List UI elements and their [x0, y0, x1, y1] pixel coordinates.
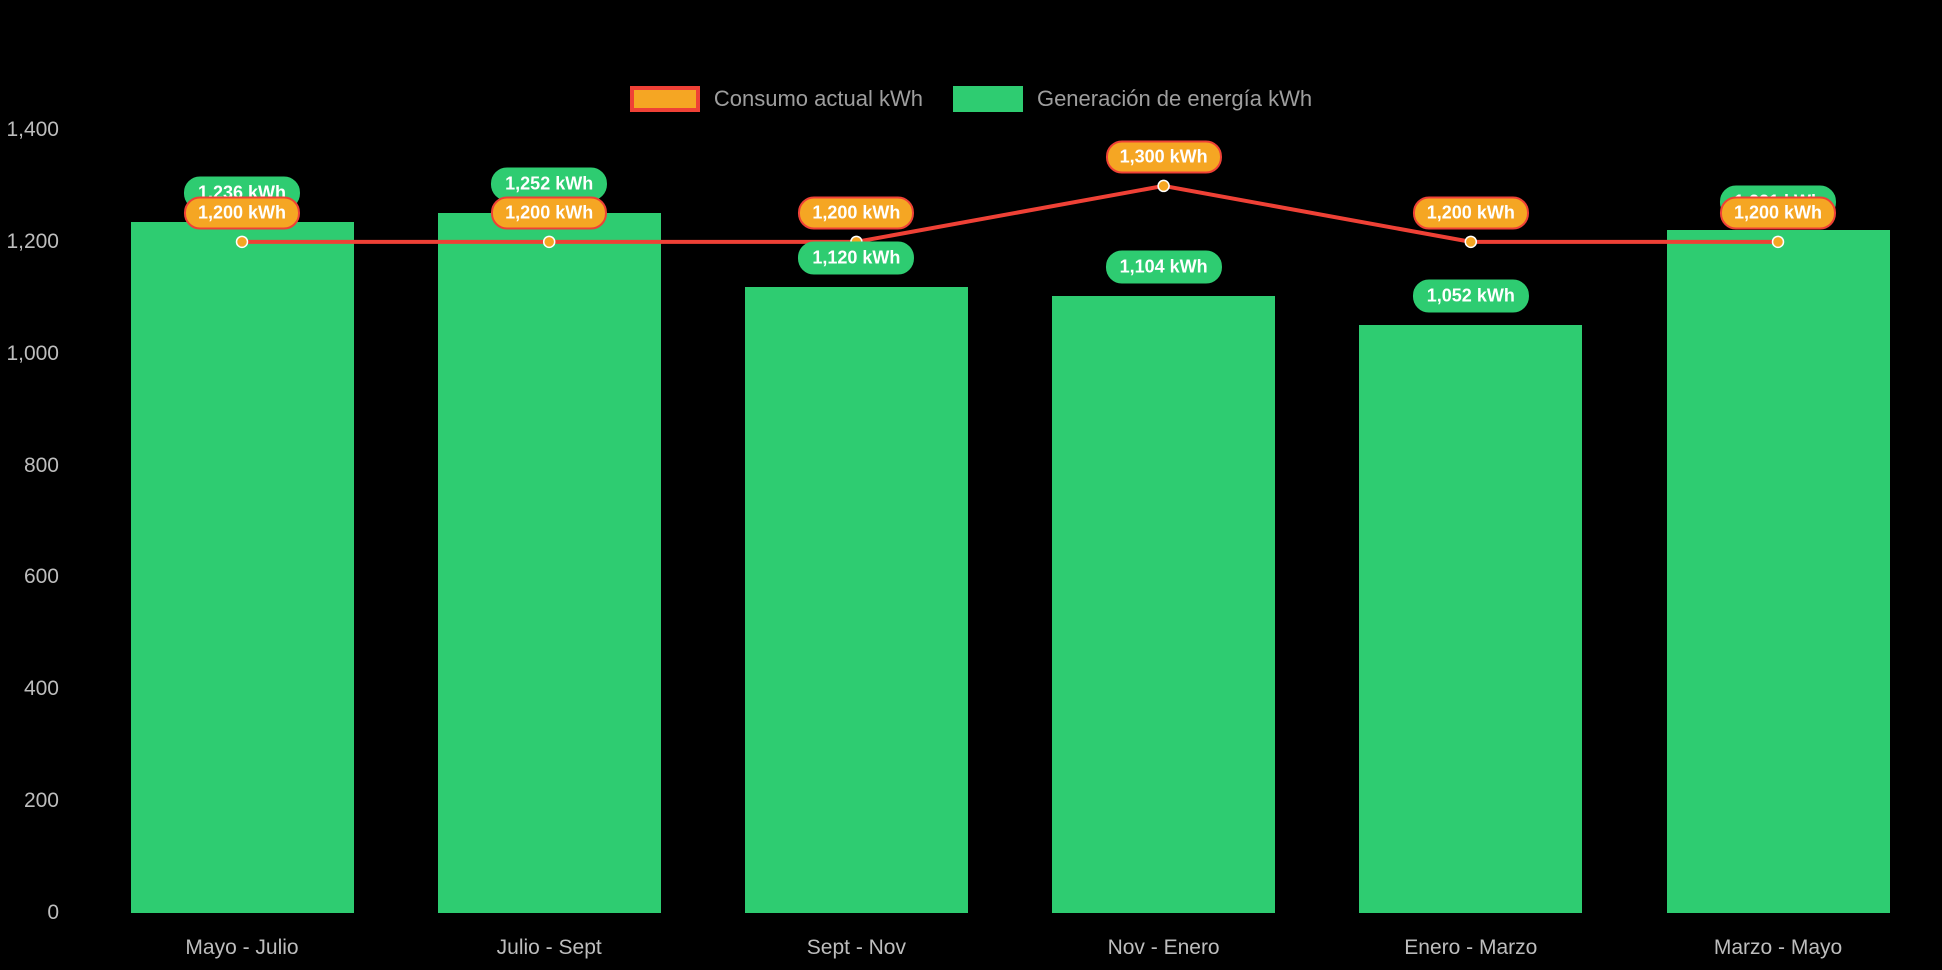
- y-axis-tick-label: 800: [23, 453, 59, 477]
- bar-generacion-3[interactable]: [1052, 295, 1276, 913]
- line-value-badge-5: 1,200 kWh: [1719, 196, 1837, 230]
- line-point-4[interactable]: [1464, 235, 1478, 249]
- legend-swatch-consumo: [629, 86, 700, 112]
- legend-item-consumo[interactable]: Consumo actual kWh: [629, 86, 923, 112]
- x-axis-category-label: Julio - Sept: [496, 936, 602, 959]
- line-value-badge-1: 1,200 kWh: [491, 196, 608, 230]
- bar-generacion-1[interactable]: [437, 212, 661, 913]
- bar-value-badge-3: 1,104 kWh: [1105, 250, 1222, 284]
- bar-value-badge-1: 1,252 kWh: [491, 167, 608, 201]
- x-axis-category-label: Enero - Marzo: [1404, 936, 1538, 959]
- line-value-badge-4: 1,200 kWh: [1412, 196, 1529, 230]
- line-value-badge-2: 1,200 kWh: [798, 196, 915, 230]
- legend-label-consumo: Consumo actual kWh: [713, 86, 923, 111]
- y-axis-tick-label: 200: [23, 789, 59, 813]
- y-axis-tick-label: 1,000: [6, 341, 59, 365]
- bar-value-badge-4: 1,052 kWh: [1412, 279, 1529, 313]
- legend-swatch-generacion: [952, 86, 1023, 112]
- y-axis-tick-label: 600: [23, 565, 59, 589]
- line-value-badge-3: 1,300 kWh: [1105, 140, 1222, 174]
- bar-generacion-5[interactable]: [1666, 230, 1890, 913]
- line-value-badge-0: 1,200 kWh: [183, 196, 301, 230]
- y-axis-tick-label: 0: [47, 901, 59, 924]
- legend-label-generacion: Generación de energía kWh: [1036, 86, 1313, 111]
- bar-generacion-0[interactable]: [130, 221, 354, 913]
- bar-generacion-2[interactable]: [744, 286, 968, 913]
- y-axis-tick-label: 400: [23, 677, 59, 701]
- bar-generacion-4[interactable]: [1359, 324, 1583, 913]
- x-axis-category-label: Mayo - Julio: [185, 936, 299, 959]
- line-point-3[interactable]: [1157, 179, 1170, 193]
- y-axis-tick-label: 1,400: [6, 117, 59, 141]
- x-axis-category-label: Marzo - Mayo: [1713, 936, 1843, 959]
- x-axis-category-label: Nov - Enero: [1107, 936, 1220, 959]
- y-axis-tick-label: 1,200: [6, 229, 59, 253]
- x-axis-category-label: Sept - Nov: [806, 936, 906, 959]
- chart-legend: Consumo actual kWh Generación de energía…: [0, 86, 1942, 112]
- bar-value-badge-2: 1,120 kWh: [798, 241, 915, 275]
- legend-item-generacion[interactable]: Generación de energía kWh: [952, 86, 1313, 112]
